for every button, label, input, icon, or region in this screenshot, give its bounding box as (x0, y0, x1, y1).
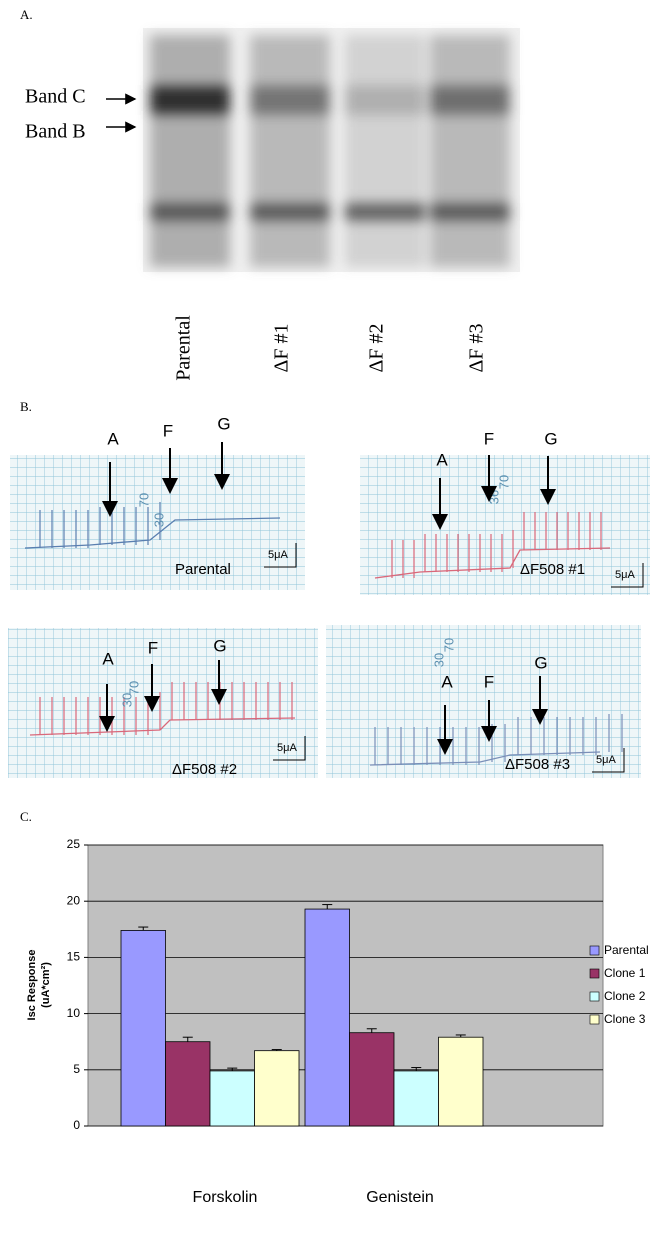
gel-band (250, 203, 330, 221)
panel-label: A. (20, 7, 33, 22)
scale-label: 5μA (268, 549, 288, 561)
scale-label: 5μA (615, 569, 635, 581)
panel-label: C. (20, 809, 32, 824)
y-axis-label: Isc Response (26, 950, 38, 1021)
legend-swatch (589, 1014, 600, 1025)
trace-baseline (374, 547, 611, 579)
chart-paper (8, 628, 318, 778)
gel-band (150, 203, 230, 221)
bar (120, 930, 166, 1127)
legend-label: Clone 1 (604, 966, 646, 980)
lane-label: ΔF #2 (366, 324, 388, 373)
bar (165, 1041, 211, 1127)
trace-note: 70 (496, 475, 511, 489)
gel-lane (150, 35, 230, 267)
scale-label: 5μA (596, 754, 616, 766)
band-label: Band C (25, 86, 86, 108)
trace-note: 30 (119, 693, 134, 707)
gel-lane (250, 35, 330, 267)
trace-note: 70 (441, 638, 456, 652)
bar (349, 1032, 395, 1127)
marker-letter: A (441, 672, 453, 691)
marker-letter: A (107, 429, 119, 448)
bar (393, 1070, 439, 1127)
y-axis-label: (uA*cm²) (40, 962, 52, 1008)
gel-band (430, 203, 510, 221)
legend-swatch (589, 968, 600, 979)
marker-letter: F (163, 421, 173, 440)
trace-name: ΔF508 #2 (172, 761, 237, 778)
scale-bar (264, 543, 297, 568)
lane-label: ΔF #1 (271, 324, 293, 373)
trace-note: 30 (151, 513, 166, 527)
bar (304, 908, 350, 1127)
chart-paper (326, 625, 641, 778)
marker-letter: G (213, 636, 226, 655)
scale-label: 5μA (277, 742, 297, 754)
y-tick-label: 10 (67, 1006, 81, 1020)
trace-note: 70 (126, 681, 141, 695)
trace-note: 30 (431, 653, 446, 667)
trace-baseline (24, 517, 281, 549)
trace-name: ΔF508 #1 (520, 561, 585, 578)
lane-label: Parental (173, 315, 195, 381)
legend-swatch (589, 991, 600, 1002)
lane-label: ΔF #3 (466, 324, 488, 373)
gel-band (345, 85, 425, 115)
marker-letter: F (148, 638, 158, 657)
gel-band (430, 85, 510, 115)
trace-note: 70 (136, 493, 151, 507)
gel-band (150, 85, 230, 115)
scale-bar (273, 736, 306, 761)
band-label: Band B (25, 121, 86, 143)
marker-letter: A (102, 649, 114, 668)
bar (209, 1070, 255, 1127)
marker-letter: G (534, 653, 547, 672)
trace-baseline (369, 751, 601, 766)
legend-label: Clone 2 (604, 989, 646, 1003)
y-tick-label: 20 (67, 893, 81, 907)
gel-band (345, 203, 425, 221)
chart-paper (10, 455, 305, 590)
marker-letter: A (436, 450, 448, 469)
marker-letter: G (217, 414, 230, 433)
x-tick-label: Genistein (366, 1189, 434, 1206)
marker-letter: F (484, 672, 494, 691)
legend-label: Clone 3 (604, 1012, 646, 1026)
legend-label: Parental (604, 943, 649, 957)
scale-bar (592, 748, 625, 773)
gel-lane (345, 35, 425, 267)
panel-label: B. (20, 399, 32, 414)
y-tick-label: 15 (67, 950, 81, 964)
x-tick-label: Forskolin (193, 1189, 258, 1206)
trace-name: ΔF508 #3 (505, 756, 570, 773)
y-tick-label: 5 (73, 1062, 80, 1076)
gel-lane (430, 35, 510, 267)
marker-letter: F (484, 429, 494, 448)
trace-name: Parental (175, 561, 231, 578)
bar (438, 1036, 484, 1127)
y-tick-label: 25 (67, 837, 81, 851)
chart-paper (360, 455, 650, 595)
legend-swatch (589, 945, 600, 956)
y-tick-label: 0 (73, 1118, 80, 1132)
bar (254, 1050, 300, 1127)
marker-letter: G (544, 429, 557, 448)
scale-bar (611, 563, 644, 588)
gel-band (250, 85, 330, 115)
